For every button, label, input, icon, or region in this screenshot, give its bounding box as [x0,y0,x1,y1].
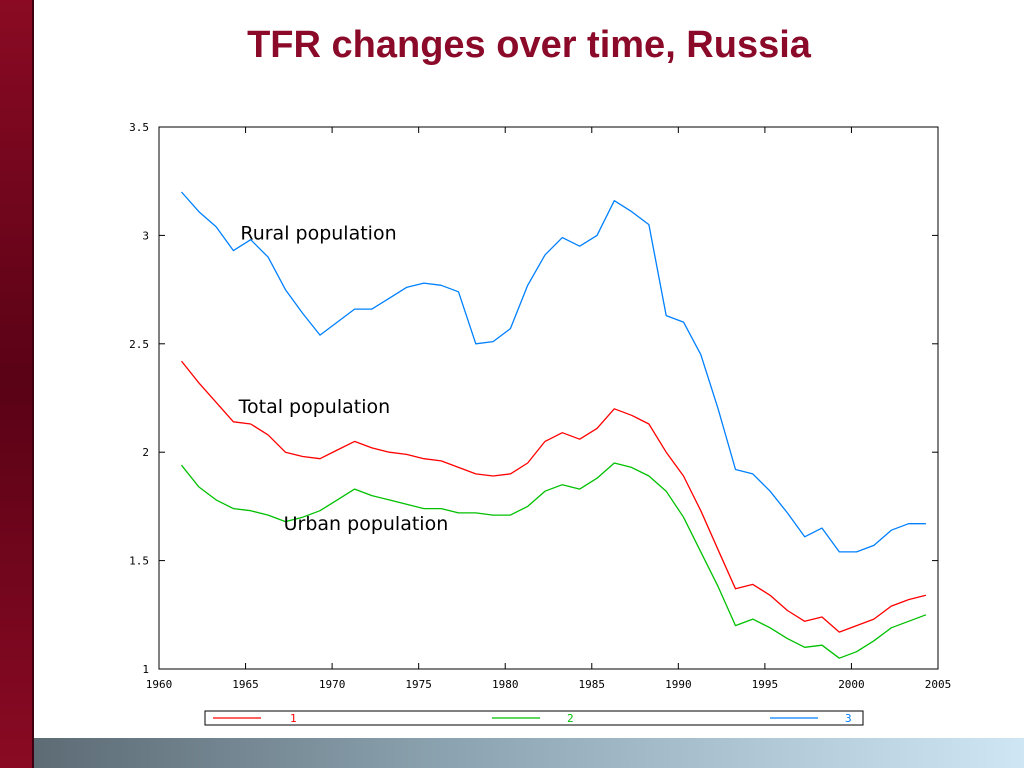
series-line-3 [181,191,926,553]
y-tick-label: 3 [142,229,149,242]
x-tick-label: 1965 [232,678,259,691]
x-tick-label: 1990 [665,678,692,691]
series-line-1 [180,360,927,633]
x-tick-label: 1980 [492,678,519,691]
x-tick-label: 2005 [925,678,952,691]
series-line-2 [180,462,927,659]
annotation-label: Total population [238,396,391,418]
slide-title: TFR changes over time, Russia [247,24,811,66]
legend-label-1: 1 [290,712,297,725]
y-tick-label: 3.5 [129,121,149,134]
y-tick-label: 1 [142,663,149,676]
legend-label-2: 2 [567,712,574,725]
x-tick-label: 1975 [405,678,432,691]
plot-frame [158,126,939,670]
x-tick-label: 1960 [146,678,173,691]
y-tick-label: 2 [142,446,149,459]
annotation-label: Urban population [284,513,449,535]
annotation-label: Rural population [240,223,396,245]
x-tick-label: 2000 [838,678,865,691]
x-tick-label: 1995 [752,678,779,691]
slide-side-bar [0,0,34,768]
y-tick-label: 1.5 [129,555,149,568]
slide-bottom-bar [34,738,1024,768]
x-tick-label: 1970 [319,678,346,691]
y-tick-label: 2.5 [129,338,149,351]
legend-label-3: 3 [845,712,852,725]
x-tick-label: 1985 [579,678,606,691]
